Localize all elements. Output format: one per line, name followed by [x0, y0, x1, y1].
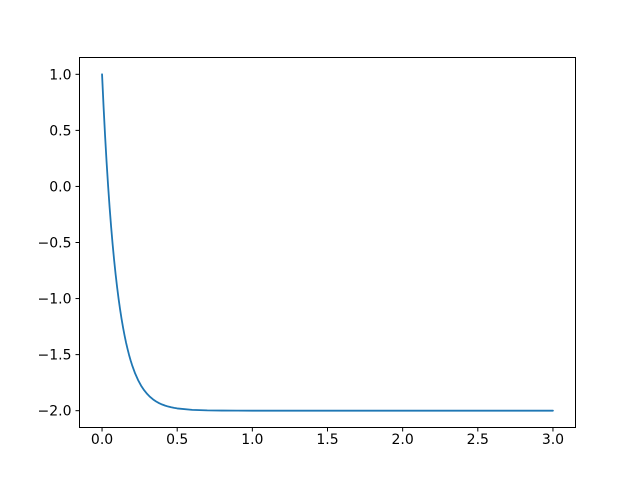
y-tick-label: 0.5	[49, 123, 71, 139]
x-tick-label: 2.5	[467, 432, 489, 448]
axes-spines	[79, 57, 576, 428]
y-tick-label: 0.0	[49, 179, 71, 195]
y-tick-label: −1.0	[38, 292, 72, 308]
x-tick-label: 2.0	[392, 432, 414, 448]
exponential-decay-curve	[101, 73, 554, 412]
x-tick-label: 1.0	[241, 432, 263, 448]
x-tick-label: 3.0	[542, 432, 564, 448]
x-tick-label: 1.5	[316, 432, 338, 448]
y-tick-label: −1.5	[38, 348, 72, 364]
y-tick-label: −2.0	[38, 404, 72, 420]
x-tick-label: 0.0	[91, 432, 113, 448]
x-tick-label: 0.5	[166, 432, 188, 448]
y-tick-label: 1.0	[49, 67, 71, 83]
y-tick-label: −0.5	[38, 236, 72, 252]
